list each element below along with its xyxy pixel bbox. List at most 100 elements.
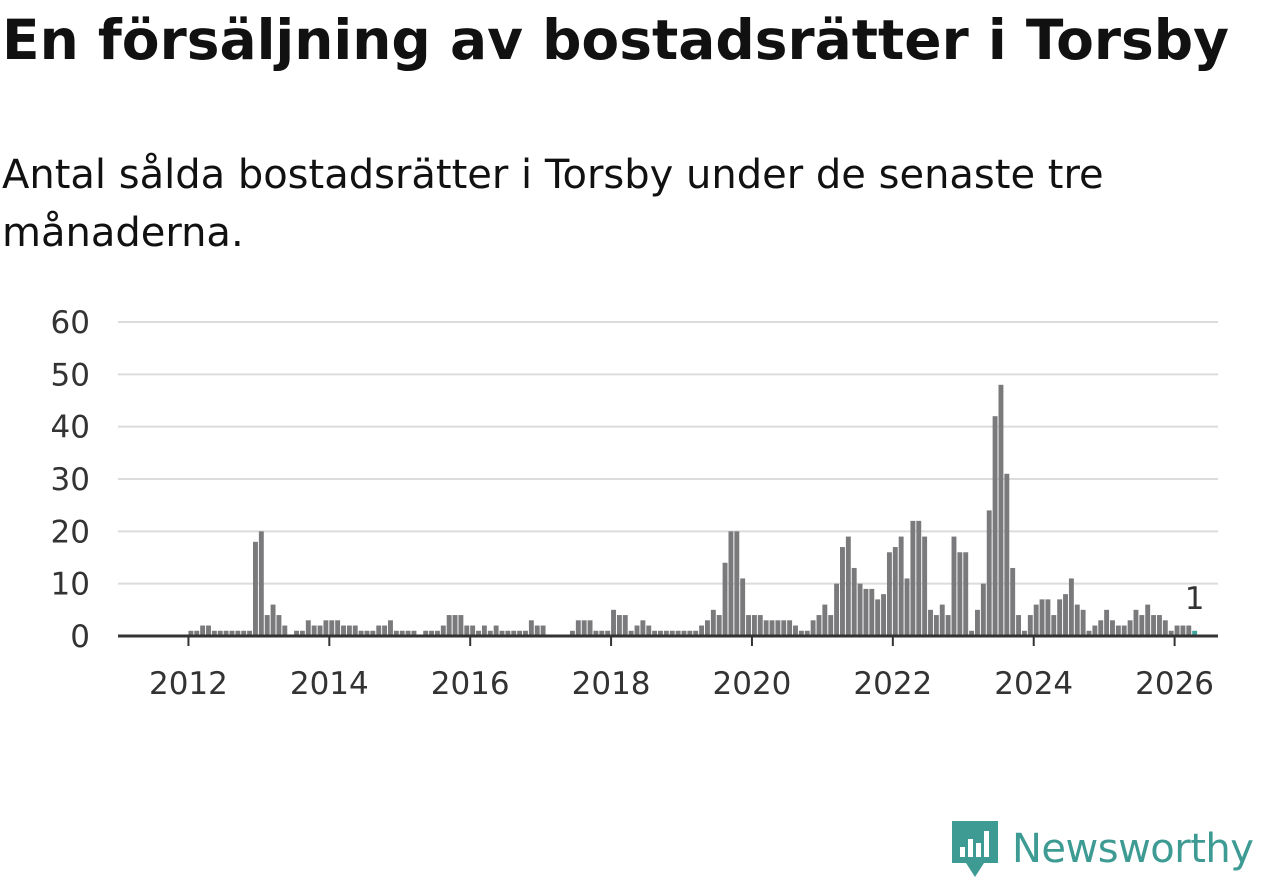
bar [1033, 604, 1039, 636]
bar [1162, 620, 1168, 636]
bar [734, 531, 740, 636]
bar [611, 609, 616, 636]
bar [364, 630, 370, 636]
bar [746, 615, 751, 636]
bar [916, 520, 922, 636]
bar [317, 625, 323, 636]
bar [223, 630, 229, 636]
x-tick-label: 2024 [994, 666, 1073, 702]
bar [329, 620, 335, 636]
bar [305, 620, 311, 636]
bar [840, 547, 845, 636]
bar [1139, 615, 1145, 636]
bar [763, 620, 769, 636]
bar [388, 620, 393, 636]
bar [429, 630, 435, 636]
bar [358, 630, 364, 636]
bar [910, 520, 916, 636]
bar [1004, 473, 1010, 636]
bar [505, 630, 511, 636]
annotations: 1 [1185, 581, 1205, 617]
bar [816, 615, 822, 636]
bar [1098, 620, 1104, 636]
bar [775, 620, 781, 636]
bar [1121, 625, 1127, 636]
bar [1104, 609, 1110, 636]
bar [1021, 630, 1027, 636]
bar [716, 615, 722, 636]
bar [605, 630, 611, 636]
bar [282, 625, 288, 636]
bar [517, 630, 523, 636]
bar [863, 588, 869, 636]
bar [452, 615, 458, 636]
bar [1063, 594, 1068, 636]
bar [1068, 578, 1074, 636]
bar [693, 630, 699, 636]
bar [575, 620, 581, 636]
bar [757, 615, 763, 636]
bar [1016, 615, 1022, 636]
bar [528, 620, 534, 636]
bar [1156, 615, 1162, 636]
bar [493, 625, 499, 636]
bar [957, 552, 963, 636]
bar [663, 630, 669, 636]
y-tick-label: 30 [51, 462, 90, 498]
bar [346, 625, 352, 636]
y-tick-label: 50 [51, 357, 90, 393]
bar [440, 625, 446, 636]
bar [446, 615, 452, 636]
bar [569, 630, 575, 636]
y-tick-label: 0 [70, 619, 90, 655]
bar [1151, 615, 1157, 636]
bar [1051, 615, 1057, 636]
bar [423, 630, 429, 636]
bar [270, 604, 276, 636]
bar [658, 630, 663, 636]
bar [628, 630, 634, 636]
bar [253, 541, 258, 636]
bar [699, 625, 705, 636]
bar [787, 620, 793, 636]
bar [898, 536, 904, 636]
bar [740, 578, 746, 636]
bar [681, 630, 687, 636]
bar [886, 552, 892, 636]
bar [323, 620, 329, 636]
bar [1186, 625, 1192, 636]
bar [1115, 625, 1121, 636]
bar [1180, 625, 1186, 636]
bar [258, 531, 264, 636]
bar [922, 536, 928, 636]
bar [951, 536, 957, 636]
bar [634, 625, 640, 636]
bar [851, 567, 857, 636]
bar [534, 625, 540, 636]
bar [294, 630, 299, 636]
bar [1080, 609, 1086, 636]
bar [341, 625, 346, 636]
bar [804, 630, 810, 636]
bar [933, 615, 939, 636]
bar [188, 630, 194, 636]
bar [352, 625, 358, 636]
bar [481, 625, 487, 636]
bar [411, 630, 417, 636]
bar [828, 615, 834, 636]
bar [675, 630, 681, 636]
bar [640, 620, 646, 636]
bar [476, 630, 481, 636]
x-axis-labels: 2012 2014 2016 2018 2020 2022 2024 2026 [149, 636, 1214, 702]
chart-title: En försäljning av bostadsrätter i Torsby [2, 8, 1229, 72]
bar [622, 615, 628, 636]
bar [969, 630, 975, 636]
bar [616, 615, 622, 636]
bar [599, 630, 605, 636]
x-tick-label: 2022 [853, 666, 932, 702]
bar [728, 531, 734, 636]
bar [1110, 620, 1115, 636]
bar [945, 615, 951, 636]
bar [376, 625, 382, 636]
bar [1086, 630, 1092, 636]
